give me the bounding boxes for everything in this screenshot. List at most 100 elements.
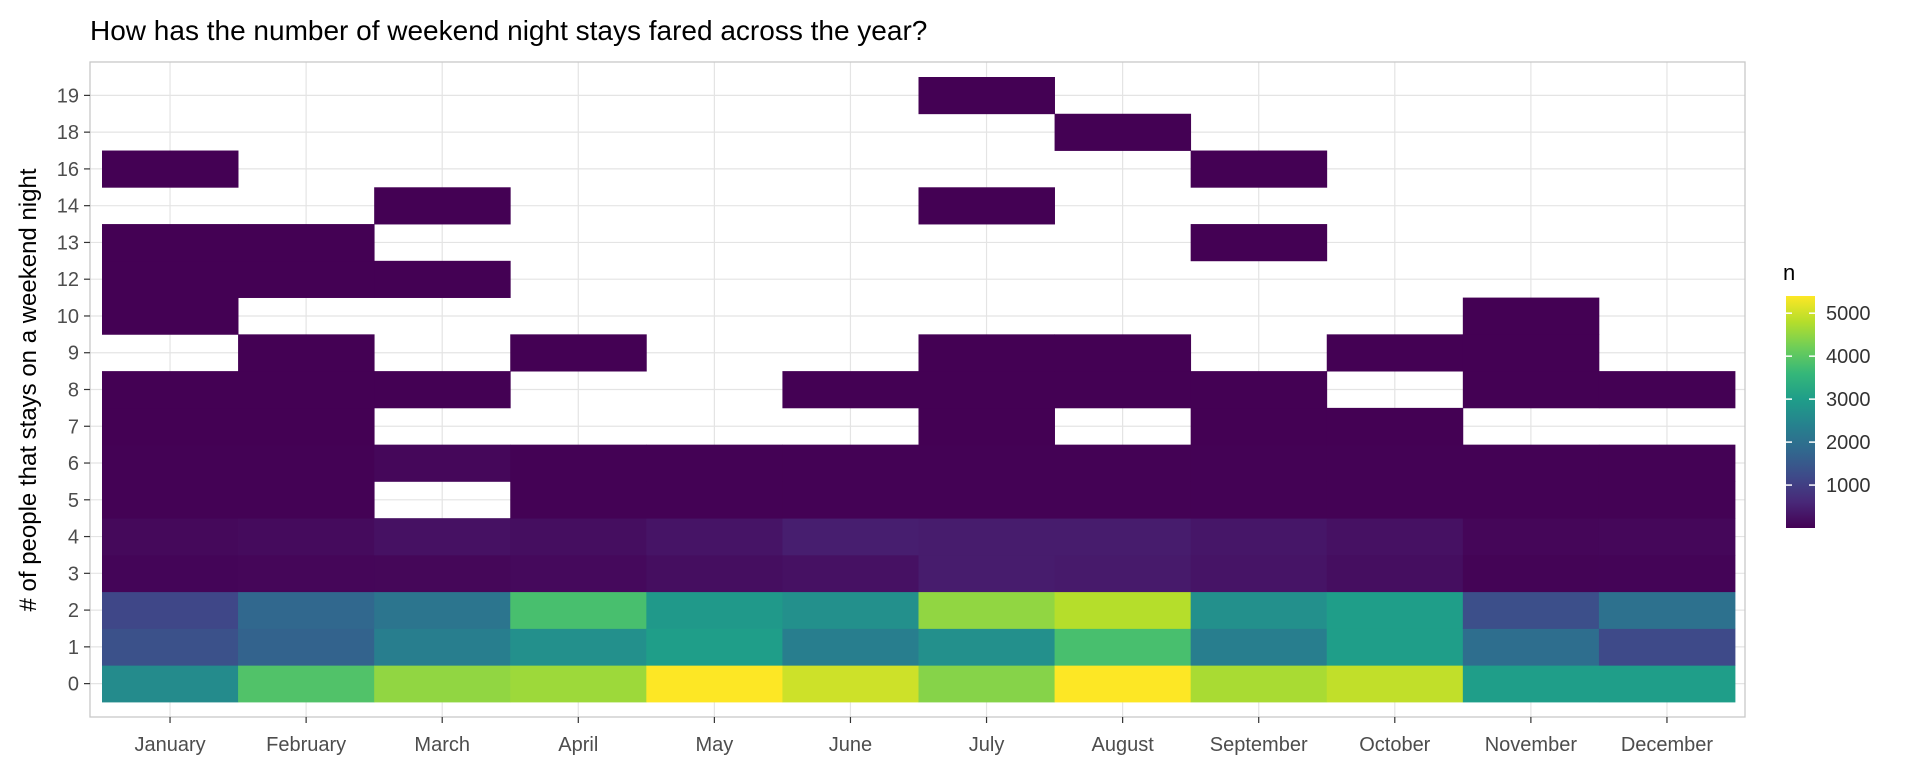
heatmap-cell xyxy=(510,481,647,519)
y-tick-label: 8 xyxy=(68,380,79,402)
heatmap-cell xyxy=(918,591,1055,629)
heatmap-cell xyxy=(1054,665,1192,703)
heatmap-cell xyxy=(1326,444,1464,482)
y-tick-label: 14 xyxy=(57,196,79,218)
heatmap-cell xyxy=(1054,518,1192,556)
heatmap-cell xyxy=(510,554,647,593)
heatmap-cell xyxy=(646,518,783,556)
heatmap-cell xyxy=(646,628,783,666)
heatmap-cell xyxy=(1598,481,1736,519)
heatmap-cell xyxy=(782,518,919,556)
heatmap-cell xyxy=(238,407,375,446)
heatmap-cell xyxy=(1598,554,1736,593)
heatmap-cell xyxy=(1598,665,1736,703)
x-tick-label: April xyxy=(558,734,598,756)
x-tick-label: August xyxy=(1091,734,1154,756)
heatmap-cell xyxy=(238,371,375,409)
y-tick-label: 3 xyxy=(68,563,79,585)
heatmap-cell xyxy=(918,334,1055,372)
heatmap-cell xyxy=(1190,444,1328,482)
heatmap-cell xyxy=(510,591,647,629)
heatmap-cell xyxy=(1462,371,1600,409)
heatmap-cell xyxy=(1190,224,1328,262)
heatmap-cell xyxy=(102,591,239,629)
x-axis: January February March April May June July Augu… xyxy=(134,717,1713,756)
heatmap-cell xyxy=(1190,371,1328,409)
legend-tick-label: 4000 xyxy=(1826,346,1871,368)
heatmap-cell xyxy=(1054,591,1192,629)
heatmap-cell xyxy=(1462,628,1600,666)
heatmap-cell xyxy=(1326,665,1464,703)
heatmap-cell xyxy=(646,591,783,629)
heatmap-cell xyxy=(238,481,375,519)
heatmap-cell xyxy=(1598,371,1736,409)
heatmap-cell xyxy=(1190,407,1328,446)
heatmap-cell xyxy=(374,518,511,556)
heatmap-cell xyxy=(238,224,375,262)
x-tick-label: December xyxy=(1621,734,1714,756)
y-tick-label: 6 xyxy=(68,453,79,475)
heatmap-cell xyxy=(1326,628,1464,666)
heatmap-cell xyxy=(1462,481,1600,519)
heatmap-cell xyxy=(102,481,239,519)
legend-ticks: 1000 2000 3000 4000 5000 xyxy=(1786,303,1871,497)
heatmap-cell xyxy=(238,554,375,593)
y-tick-label: 19 xyxy=(57,85,79,107)
heatmap-cell xyxy=(102,554,239,593)
heatmap-cell xyxy=(102,518,239,556)
heatmap-cell xyxy=(782,371,919,409)
legend-tick-label: 2000 xyxy=(1826,432,1871,454)
y-tick-label: 0 xyxy=(68,674,79,696)
heatmap-cell xyxy=(918,444,1055,482)
heatmap-cell xyxy=(918,187,1055,225)
heatmap-cell xyxy=(510,444,647,482)
x-tick-label: June xyxy=(829,734,872,756)
heatmap-cell xyxy=(374,187,511,225)
heatmap-cell xyxy=(1054,371,1192,409)
heatmap-cell xyxy=(918,665,1055,703)
heatmap-cell xyxy=(782,444,919,482)
y-tick-label: 12 xyxy=(57,269,79,291)
heatmap-cell xyxy=(510,518,647,556)
heatmap-cell xyxy=(1054,113,1192,151)
heatmap-cell xyxy=(1326,407,1464,446)
y-tick-label: 4 xyxy=(68,527,79,549)
heatmap-cell xyxy=(238,518,375,556)
y-tick-label: 5 xyxy=(68,490,79,512)
heatmap-cell xyxy=(102,260,239,298)
x-tick-label: November xyxy=(1485,734,1578,756)
heatmap-cell xyxy=(1462,665,1600,703)
heatmap-cell xyxy=(1326,518,1464,556)
heatmap-cell xyxy=(510,628,647,666)
heatmap-cell xyxy=(374,444,511,482)
legend-tick-label: 1000 xyxy=(1826,475,1871,497)
heatmap-cell xyxy=(374,554,511,593)
heatmap-cell xyxy=(918,371,1055,409)
heatmap-cell xyxy=(1054,628,1192,666)
heatmap-cell xyxy=(1054,444,1192,482)
heatmap-cell xyxy=(1054,481,1192,519)
heatmap-cell xyxy=(1598,628,1736,666)
heatmap-cell xyxy=(102,407,239,446)
heatmap-cell xyxy=(918,628,1055,666)
heatmap-cell xyxy=(1326,481,1464,519)
heatmap-cell xyxy=(782,665,919,703)
heatmap-cell xyxy=(102,371,239,409)
heatmap-cell xyxy=(782,554,919,593)
heatmap-cell xyxy=(646,481,783,519)
heatmap-cell xyxy=(238,334,375,372)
y-tick-label: 18 xyxy=(57,122,79,144)
x-tick-label: October xyxy=(1359,734,1430,756)
heatmap-cell xyxy=(1190,628,1328,666)
heatmap-cell xyxy=(782,481,919,519)
heatmap-cell xyxy=(918,554,1055,593)
heatmap-cell xyxy=(782,628,919,666)
heatmap-cell xyxy=(1462,554,1600,593)
heatmap-cell xyxy=(1598,518,1736,556)
y-axis-label: # of people that stays on a weekend nigh… xyxy=(15,168,42,611)
heatmap-cell xyxy=(1462,444,1600,482)
heatmap-cell xyxy=(238,260,375,298)
heatmap-cells xyxy=(102,77,1736,703)
heatmap-cell xyxy=(1326,334,1464,372)
